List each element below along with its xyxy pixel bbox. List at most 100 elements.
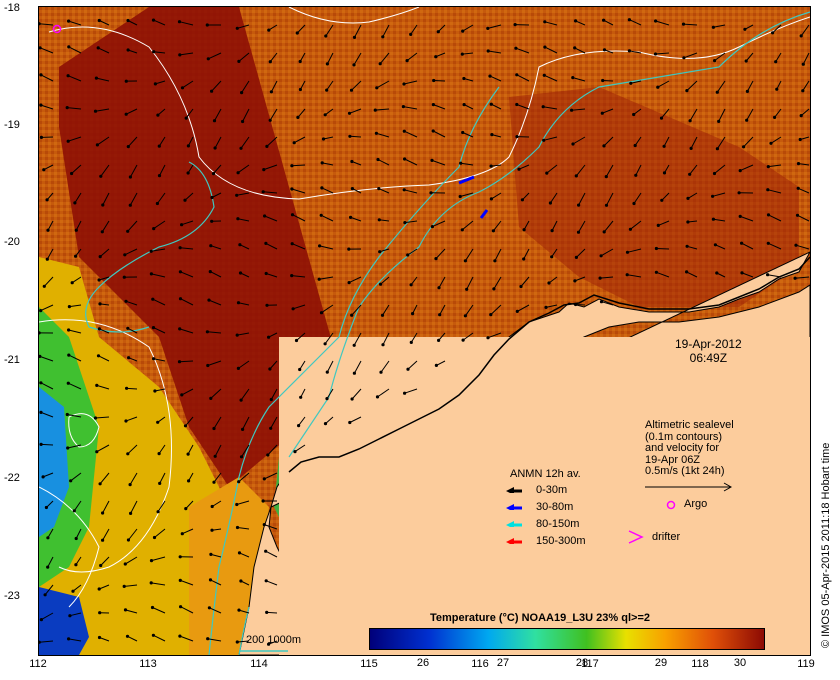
- velocity-arrow-head: [541, 105, 545, 109]
- velocity-arrow-head: [375, 395, 380, 399]
- argo-float-marker[interactable]: [52, 24, 62, 34]
- velocity-arrow: [574, 47, 586, 54]
- velocity-arrow-head: [66, 446, 70, 450]
- velocity-arrow: [127, 444, 138, 455]
- velocity-arrow-head: [771, 31, 775, 35]
- velocity-arrow: [153, 634, 166, 642]
- velocity-arrow-head: [98, 482, 102, 486]
- velocity-arrow-head: [156, 113, 160, 117]
- velocity-arrow-head: [515, 73, 519, 77]
- velocity-arrow: [156, 192, 166, 204]
- velocity-arrow-head: [434, 55, 438, 59]
- velocity-arrow: [376, 132, 390, 138]
- x-tick-label: 115: [360, 658, 378, 670]
- legend-drifter-label: drifter: [652, 531, 681, 543]
- velocity-arrow-head: [634, 173, 638, 177]
- velocity-arrow-head: [662, 144, 666, 148]
- x-tick-label: 116: [471, 658, 489, 670]
- velocity-arrow: [576, 248, 586, 258]
- velocity-arrow-head: [430, 225, 434, 229]
- velocity-arrow-head: [738, 214, 742, 218]
- legend-item-label: 30-80m: [536, 501, 574, 513]
- velocity-arrow: [102, 528, 110, 541]
- velocity-arrow-head: [70, 281, 74, 285]
- x-tick-label: 114: [250, 658, 268, 670]
- velocity-arrow: [438, 276, 446, 288]
- velocity-arrow-head: [489, 102, 493, 106]
- velocity-arrow: [379, 52, 390, 65]
- velocity-arrow: [180, 271, 194, 278]
- velocity-arrow-head: [210, 89, 214, 93]
- x-tick-label: 113: [139, 658, 157, 670]
- velocity-arrow-head: [186, 144, 190, 148]
- velocity-arrow-head: [715, 147, 720, 151]
- velocity-arrow: [185, 416, 194, 427]
- velocity-arrow: [351, 80, 362, 91]
- sealevel-note-line: Altimetric sealevel: [645, 419, 734, 431]
- velocity-arrow-head: [324, 34, 328, 38]
- velocity-arrow: [351, 161, 362, 166]
- velocity-arrow-head: [459, 161, 463, 165]
- velocity-arrow-head: [350, 187, 354, 191]
- velocity-arrow-head: [290, 187, 294, 191]
- velocity-arrow: [242, 416, 250, 430]
- velocity-arrow: [211, 192, 222, 198]
- velocity-arrow: [99, 20, 110, 26]
- velocity-arrow: [353, 360, 362, 374]
- velocity-arrow-head: [627, 49, 632, 53]
- velocity-arrow: [379, 248, 390, 253]
- velocity-arrow-head: [128, 175, 132, 179]
- velocity-arrow: [47, 528, 54, 539]
- velocity-arrow-head: [323, 113, 327, 117]
- velocity-arrow-head: [717, 119, 721, 123]
- velocity-arrow-head: [39, 309, 43, 313]
- velocity-arrow: [633, 192, 642, 204]
- velocity-arrow: [237, 527, 250, 530]
- velocity-arrow-head: [774, 60, 778, 64]
- velocity-arrow: [208, 52, 222, 60]
- velocity-arrow: [39, 355, 54, 362]
- velocity-arrow-head: [44, 505, 48, 510]
- velocity-arrow-head: [239, 398, 243, 402]
- colorbar-tick: 29: [654, 657, 668, 669]
- velocity-arrow: [68, 20, 82, 26]
- velocity-arrow: [213, 416, 222, 429]
- velocity-arrow-head: [795, 213, 800, 217]
- velocity-arrow-head: [547, 281, 551, 285]
- velocity-arrow: [187, 444, 194, 455]
- velocity-arrow: [462, 52, 474, 55]
- velocity-arrow-head: [213, 146, 217, 150]
- velocity-arrow: [208, 299, 222, 306]
- velocity-arrow-head: [742, 145, 746, 149]
- velocity-arrow: [238, 360, 250, 369]
- velocity-arrow-head: [269, 397, 273, 402]
- velocity-arrow-head: [430, 158, 434, 162]
- velocity-arrow-head: [183, 424, 188, 428]
- velocity-arrow-head: [98, 302, 102, 306]
- velocity-arrows: [39, 18, 810, 646]
- velocity-arrow-head: [574, 19, 578, 23]
- velocity-arrow-head: [799, 34, 803, 38]
- isobath-line-icon: [240, 650, 288, 652]
- velocity-arrow: [269, 108, 278, 121]
- velocity-arrow-head: [574, 174, 578, 178]
- velocity-arrow-head: [686, 196, 690, 200]
- velocity-arrow-head: [127, 356, 131, 360]
- velocity-arrow-head: [290, 274, 294, 278]
- velocity-arrow: [153, 19, 166, 26]
- timestamp-date: 19-Apr-2012: [675, 337, 742, 351]
- velocity-arrow-head: [601, 78, 605, 83]
- velocity-arrow-head: [711, 194, 715, 198]
- velocity-arrow-head: [490, 133, 494, 137]
- velocity-arrow: [634, 136, 642, 146]
- velocity-arrow-head: [262, 523, 266, 527]
- velocity-arrow-head: [402, 188, 406, 192]
- velocity-arrow: [603, 19, 614, 26]
- velocity-arrow: [263, 191, 278, 194]
- legend-argo-label: Argo: [684, 498, 708, 510]
- velocity-arrow: [460, 162, 474, 166]
- velocity-arrow: [466, 276, 474, 290]
- velocity-arrow-head: [236, 171, 240, 175]
- velocity-arrow-head: [236, 301, 241, 305]
- velocity-arrow-head: [152, 535, 157, 540]
